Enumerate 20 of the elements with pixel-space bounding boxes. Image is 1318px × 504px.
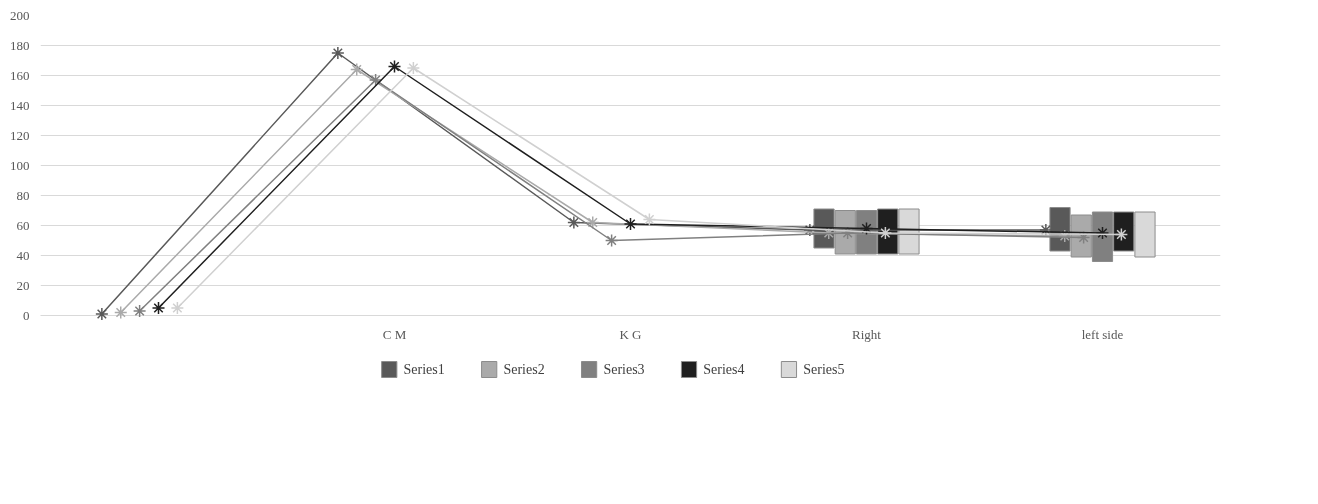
legend-label: Series1 bbox=[403, 362, 445, 377]
x-tick-label: K G bbox=[619, 326, 642, 342]
legend-label: Series3 bbox=[603, 362, 645, 377]
y-tick-label: 200 bbox=[10, 7, 30, 23]
y-tick-label: 40 bbox=[16, 247, 30, 263]
x-tick-label: left side bbox=[1081, 326, 1124, 342]
y-tick-label: 0 bbox=[23, 307, 30, 323]
y-tick-label: 160 bbox=[10, 67, 30, 83]
x-tick-label: Right bbox=[852, 326, 882, 342]
legend-label: Series4 bbox=[703, 362, 745, 377]
y-tick-label: 80 bbox=[16, 187, 30, 203]
y-tick-label: 120 bbox=[10, 127, 30, 143]
legend-label: Series5 bbox=[803, 362, 845, 377]
x-tick-label: C M bbox=[382, 326, 407, 342]
y-tick-label: 100 bbox=[10, 157, 30, 173]
y-tick-label: 140 bbox=[10, 97, 30, 113]
y-tick-label: 20 bbox=[16, 277, 30, 293]
y-tick-label: 180 bbox=[10, 37, 30, 53]
legend-label: Series2 bbox=[503, 362, 545, 377]
y-tick-label: 60 bbox=[16, 217, 30, 233]
